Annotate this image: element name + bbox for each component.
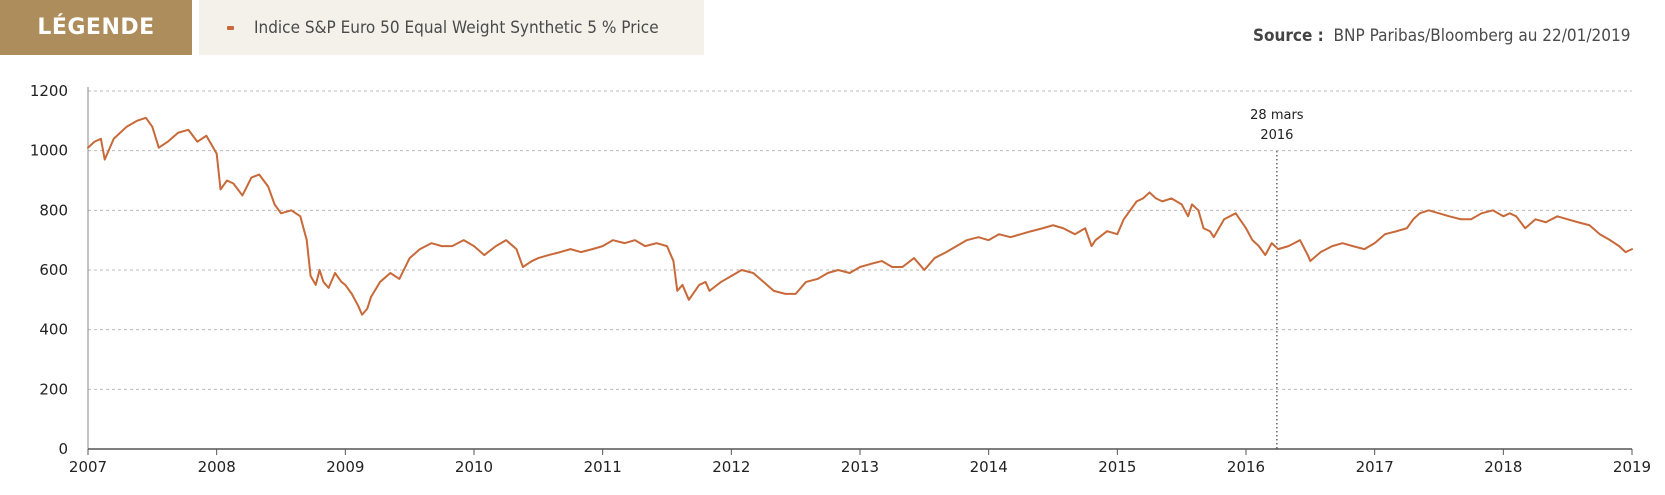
chart-grid bbox=[88, 90, 1632, 390]
legend-tag: LÉGENDE bbox=[0, 0, 192, 55]
x-tick-label: 2009 bbox=[326, 458, 364, 476]
annotation-layer: 28 mars 2016 bbox=[1250, 108, 1304, 449]
y-tick-label: 400 bbox=[39, 321, 68, 339]
chart-axes: 0 200 400 600 800 1000 1200 2007 2008 2009 2010 201… bbox=[30, 82, 1651, 476]
y-tick-label: 1000 bbox=[30, 142, 68, 160]
y-tick-label: 600 bbox=[39, 261, 68, 279]
x-tick-label: 2014 bbox=[970, 458, 1008, 476]
x-tick-label: 2019 bbox=[1613, 458, 1651, 476]
legend-series-label: Indice S&P Euro 50 Equal Weight Syntheti… bbox=[254, 17, 660, 38]
x-tick-label: 2013 bbox=[841, 458, 879, 476]
legend-box: Indice S&P Euro 50 Equal Weight Syntheti… bbox=[199, 0, 704, 55]
y-tick-label: 800 bbox=[39, 201, 68, 219]
annotation-label-line2: 2016 bbox=[1260, 128, 1293, 143]
y-tick-label: 1200 bbox=[30, 82, 68, 100]
source-note: Source : BNP Paribas/Bloomberg au 22/01/… bbox=[1252, 26, 1630, 46]
series-line bbox=[87, 116, 1633, 316]
x-tick-label: 2008 bbox=[198, 458, 236, 476]
x-tick-label: 2016 bbox=[1227, 458, 1265, 476]
source-label: Source : bbox=[1252, 26, 1324, 46]
x-tick-label: 2011 bbox=[584, 458, 622, 476]
annotation-label-line1: 28 mars bbox=[1250, 108, 1304, 123]
x-tick-label: 2007 bbox=[69, 458, 107, 476]
x-tick-label: 2010 bbox=[455, 458, 493, 476]
y-tick-label: 200 bbox=[39, 380, 68, 398]
x-tick-label: 2017 bbox=[1356, 458, 1394, 476]
source-text: BNP Paribas/Bloomberg au 22/01/2019 bbox=[1333, 26, 1630, 46]
series-layer bbox=[87, 116, 1633, 316]
y-tick-label: 0 bbox=[58, 440, 68, 458]
x-tick-label: 2018 bbox=[1484, 458, 1522, 476]
x-tick-label: 2012 bbox=[712, 458, 750, 476]
legend-series-swatch bbox=[227, 25, 235, 30]
x-tick-label: 2015 bbox=[1098, 458, 1136, 476]
